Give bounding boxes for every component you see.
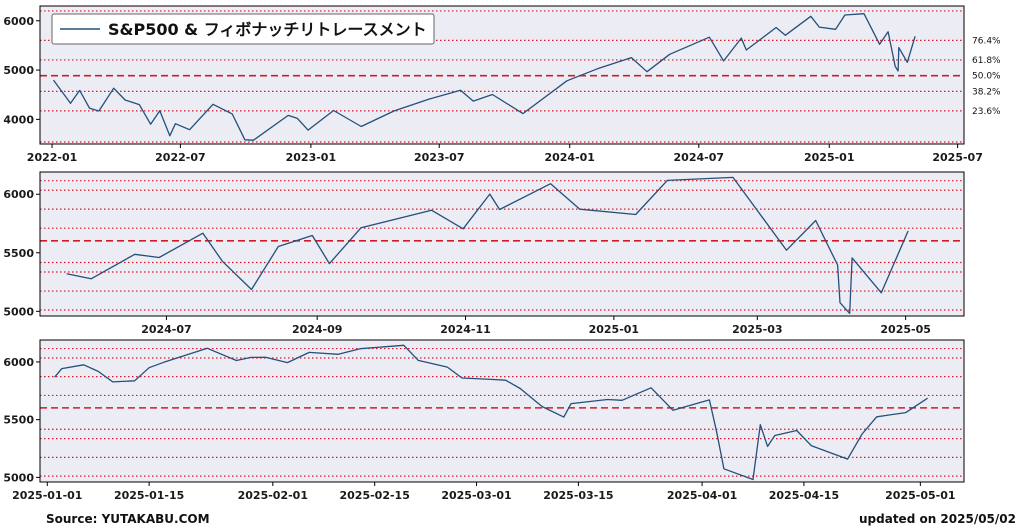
x-tick-label: 2025-05-01: [885, 489, 955, 502]
source-credit: Source: YUTAKABU.COM: [46, 512, 210, 526]
chart-panel-ytd: 5000 5500 6000 2025-01-01 2025-01-15 2025-02-…: [3, 339, 965, 502]
x-tick-label: 2023-07: [414, 151, 465, 164]
x-tick-label: 2025-03-01: [441, 489, 511, 502]
fib-level-label: 38.2%: [972, 87, 1001, 97]
updated-date: updated on 2025/05/02: [859, 512, 1016, 526]
x-tick-label: 2024-09: [292, 323, 343, 336]
legend-box: [51, 13, 435, 45]
fib-label-bg: [968, 34, 1002, 47]
plot-area: [40, 172, 964, 316]
y-tick-label: 5500: [3, 247, 34, 260]
plot-frame: [39, 5, 965, 145]
x-tick-label: 2025-01: [589, 323, 640, 336]
x-tick-label: 2024-01: [544, 151, 595, 164]
y-tick-label: 5000: [3, 471, 34, 484]
y-tick-label: 5000: [3, 305, 34, 318]
fib-label-bg: [968, 69, 1002, 82]
x-tick-label: 2025-02-15: [339, 489, 409, 502]
plot-area: [40, 340, 964, 482]
sp500-price-line: [52, 13, 916, 141]
x-tick-label: 2025-01-01: [12, 489, 82, 502]
fib-label-bg: [968, 104, 1002, 117]
x-tick-label: 2022-01: [27, 151, 78, 164]
y-tick-label: 4000: [3, 113, 34, 126]
x-tick-label: 2022-07: [155, 151, 206, 164]
x-tick-label: 2025-04-15: [769, 489, 839, 502]
fib-label-bg: [968, 53, 1002, 66]
x-tick-label: 2025-03-15: [543, 489, 613, 502]
fib-level-label: 76.4%: [972, 36, 1001, 46]
x-tick-label: 2024-07: [674, 151, 725, 164]
x-tick-label: 2025-07: [932, 151, 983, 164]
x-tick-label: 2025-01-15: [114, 489, 184, 502]
y-tick-label: 5500: [3, 414, 34, 427]
y-tick-label: 6000: [3, 356, 34, 369]
x-tick-label: 2024-11: [440, 323, 491, 336]
y-tick-label: 6000: [3, 15, 34, 28]
legend-label: S&P500 & フィボナッチリトレースメント: [108, 20, 427, 39]
x-tick-label: 2025-02-01: [238, 489, 308, 502]
y-tick-label: 5000: [3, 64, 34, 77]
x-tick-label: 2023-01: [286, 151, 337, 164]
x-tick-label: 2024-07: [141, 323, 192, 336]
chart-panel-long-term: 76.4% 61.8% 50.0% 38.2% 23.6% 4000 5000 6000 202…: [3, 5, 1002, 164]
x-tick-label: 2025-01: [804, 151, 855, 164]
x-tick-label: 2025-04-01: [667, 489, 737, 502]
fib-label-bg: [968, 85, 1002, 98]
plot-frame: [39, 171, 965, 317]
fib-level-label: 61.8%: [972, 56, 1001, 66]
fib-level-label: 50.0%: [972, 72, 1001, 82]
y-tick-label: 6000: [3, 188, 34, 201]
sp500-price-line: [66, 176, 909, 315]
plot-frame: [39, 339, 965, 483]
x-tick-label: 2025-05: [880, 323, 931, 336]
fib-level-label: 23.6%: [972, 107, 1001, 117]
x-tick-label: 2025-03: [732, 323, 783, 336]
chart-panel-one-year: 5000 5500 6000 2024-07 2024-09 2024-11 2025-01…: [3, 171, 965, 336]
sp500-price-line: [54, 344, 928, 481]
